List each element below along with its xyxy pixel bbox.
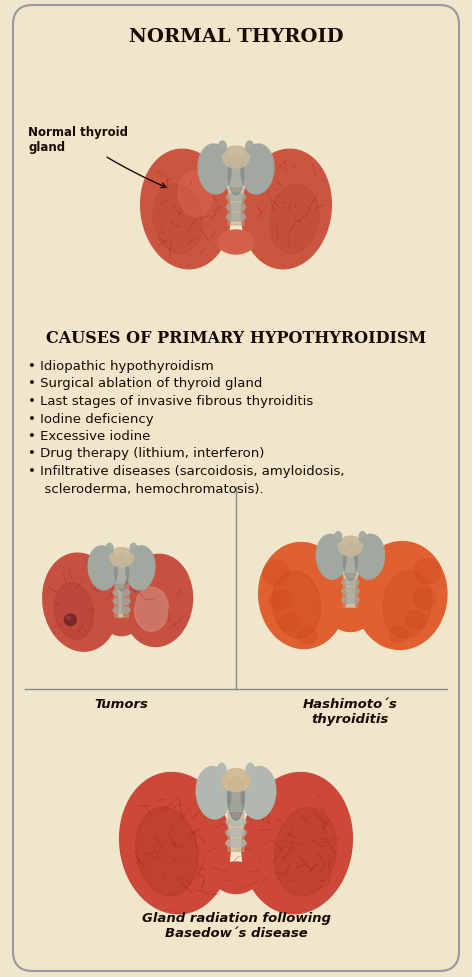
Text: • Idiopathic hypothyroidism: • Idiopathic hypothyroidism	[28, 360, 214, 372]
Ellipse shape	[108, 618, 135, 636]
Ellipse shape	[54, 583, 93, 640]
Ellipse shape	[242, 773, 353, 913]
Ellipse shape	[198, 145, 231, 194]
Ellipse shape	[222, 147, 250, 169]
Ellipse shape	[141, 150, 230, 270]
Ellipse shape	[413, 588, 436, 610]
Ellipse shape	[130, 543, 137, 554]
Text: Gland radiation following
Basedow´s disease: Gland radiation following Basedow´s dise…	[142, 912, 330, 939]
Ellipse shape	[226, 214, 246, 222]
Ellipse shape	[246, 763, 254, 776]
Ellipse shape	[119, 773, 230, 913]
Ellipse shape	[122, 555, 193, 647]
FancyBboxPatch shape	[343, 574, 357, 608]
Ellipse shape	[355, 534, 385, 579]
Ellipse shape	[226, 193, 246, 202]
Text: • Iodine deficiency: • Iodine deficiency	[28, 412, 154, 425]
Ellipse shape	[135, 587, 169, 631]
Ellipse shape	[222, 769, 250, 791]
Ellipse shape	[64, 615, 76, 626]
Ellipse shape	[226, 839, 246, 847]
Ellipse shape	[342, 597, 359, 604]
Ellipse shape	[383, 572, 431, 638]
Ellipse shape	[241, 145, 274, 194]
Ellipse shape	[389, 626, 408, 643]
Text: Hashimoto´s
thyroiditis: Hashimoto´s thyroiditis	[303, 698, 398, 725]
Ellipse shape	[88, 546, 118, 590]
Ellipse shape	[113, 589, 130, 596]
Ellipse shape	[333, 609, 368, 632]
Ellipse shape	[226, 204, 246, 212]
Ellipse shape	[338, 536, 362, 556]
Ellipse shape	[106, 543, 113, 554]
Ellipse shape	[153, 185, 202, 254]
Ellipse shape	[242, 150, 331, 270]
Text: CAUSES OF PRIMARY HYPOTHYROIDISM: CAUSES OF PRIMARY HYPOTHYROIDISM	[46, 329, 426, 347]
Ellipse shape	[136, 807, 198, 896]
Ellipse shape	[226, 828, 246, 837]
Ellipse shape	[414, 559, 440, 584]
Ellipse shape	[342, 588, 359, 595]
FancyBboxPatch shape	[228, 189, 244, 226]
Ellipse shape	[270, 185, 319, 254]
Text: • Excessive iodine: • Excessive iodine	[28, 430, 151, 443]
Ellipse shape	[228, 776, 244, 820]
Ellipse shape	[67, 616, 71, 620]
Ellipse shape	[218, 763, 226, 776]
Ellipse shape	[215, 862, 257, 894]
Text: Tumors: Tumors	[95, 698, 149, 710]
Ellipse shape	[113, 598, 130, 605]
Text: • Surgical ablation of thyroid gland: • Surgical ablation of thyroid gland	[28, 377, 263, 390]
Ellipse shape	[316, 534, 346, 579]
Ellipse shape	[335, 532, 342, 543]
Ellipse shape	[274, 807, 336, 896]
Ellipse shape	[178, 172, 212, 217]
Ellipse shape	[355, 542, 447, 650]
Ellipse shape	[110, 548, 134, 568]
Ellipse shape	[196, 767, 231, 819]
Text: NORMAL THYROID: NORMAL THYROID	[129, 28, 343, 46]
Ellipse shape	[344, 543, 357, 580]
Ellipse shape	[241, 767, 276, 819]
FancyBboxPatch shape	[228, 813, 244, 852]
Ellipse shape	[246, 142, 253, 153]
Ellipse shape	[43, 554, 118, 652]
Ellipse shape	[113, 607, 130, 614]
Text: Normal thyroid
gland: Normal thyroid gland	[28, 126, 166, 189]
Ellipse shape	[219, 142, 226, 153]
Ellipse shape	[126, 546, 155, 590]
Ellipse shape	[405, 612, 426, 629]
Ellipse shape	[359, 532, 366, 543]
Text: • Infiltrative diseases (sarcoidosis, amyloidosis,: • Infiltrative diseases (sarcoidosis, am…	[28, 464, 345, 478]
Ellipse shape	[115, 554, 128, 591]
Text: • Last stages of invasive fibrous thyroiditis: • Last stages of invasive fibrous thyroi…	[28, 395, 314, 407]
Ellipse shape	[342, 578, 359, 586]
Ellipse shape	[218, 231, 254, 255]
Ellipse shape	[226, 818, 246, 827]
Ellipse shape	[297, 628, 316, 645]
Ellipse shape	[270, 590, 292, 611]
Ellipse shape	[228, 153, 244, 195]
Ellipse shape	[263, 561, 289, 586]
Ellipse shape	[259, 543, 346, 649]
Ellipse shape	[272, 572, 320, 638]
Text: • Drug therapy (lithium, interferon): • Drug therapy (lithium, interferon)	[28, 447, 265, 460]
Text: scleroderma, hemochromatosis).: scleroderma, hemochromatosis).	[36, 482, 264, 495]
FancyBboxPatch shape	[13, 6, 459, 971]
FancyBboxPatch shape	[115, 585, 128, 617]
Ellipse shape	[280, 614, 299, 632]
